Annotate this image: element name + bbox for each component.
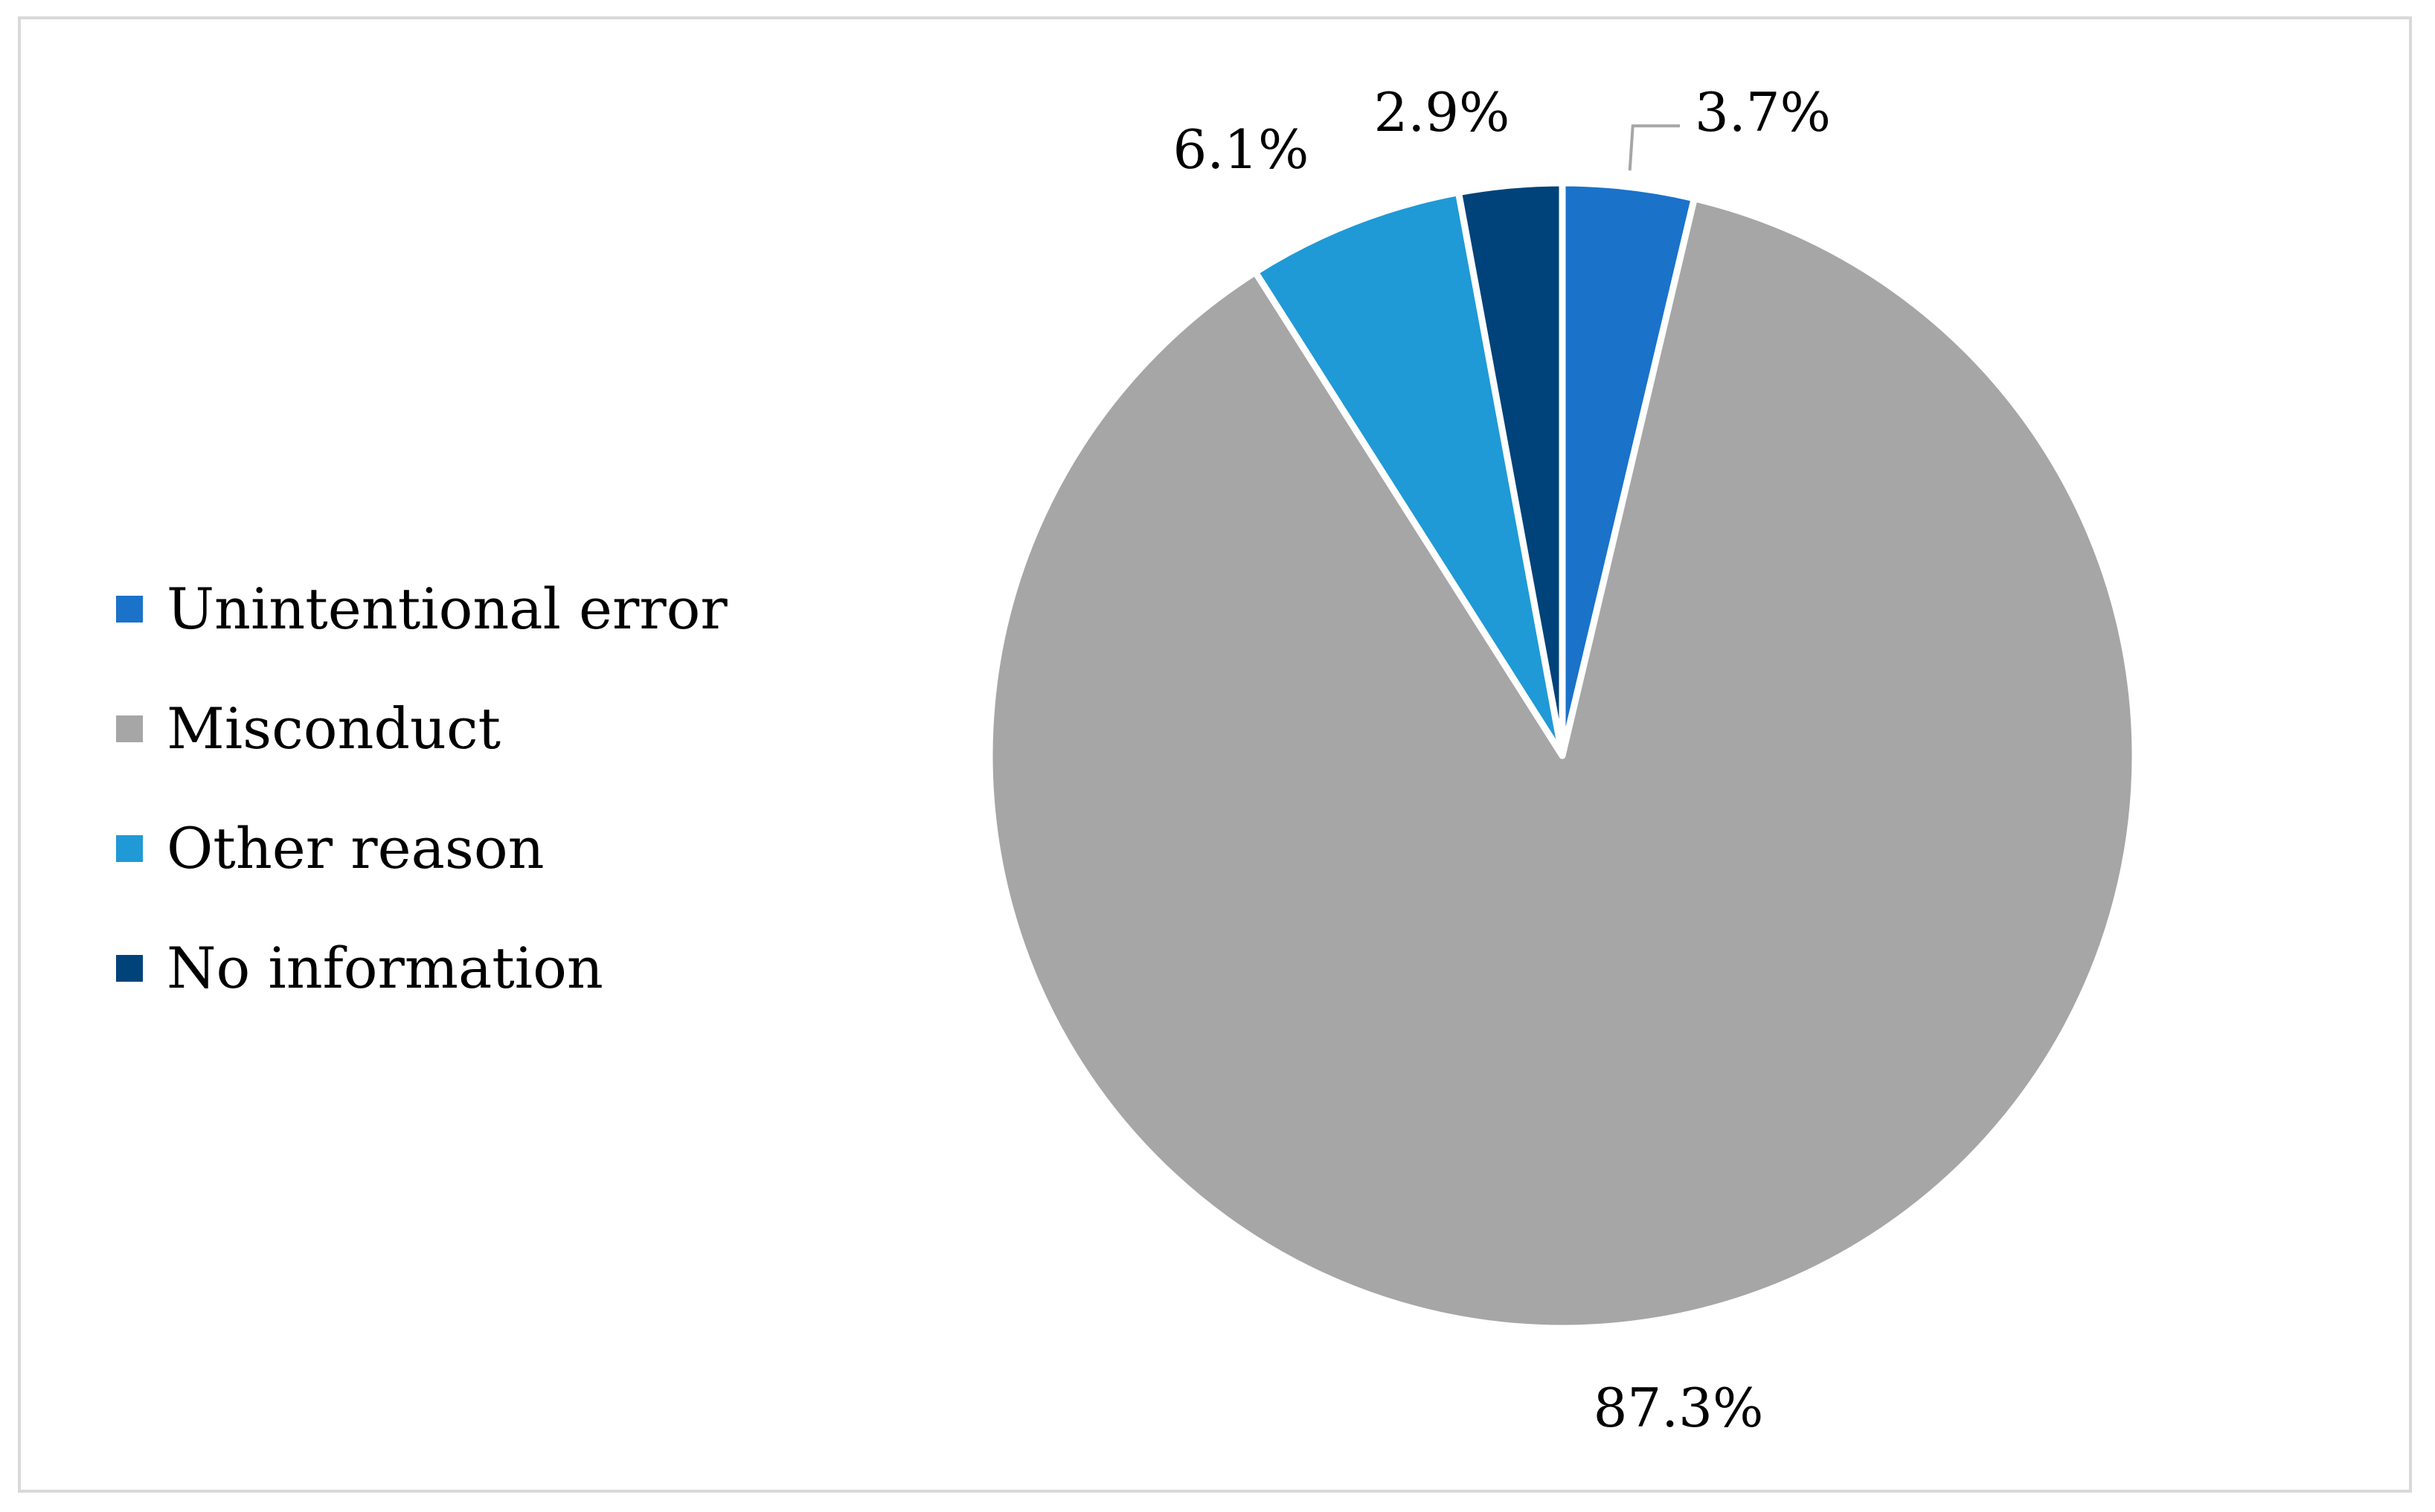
legend-item-unintentional-error: Unintentional error bbox=[116, 549, 728, 669]
leader-line-unintentional-error bbox=[1628, 124, 1680, 171]
data-label-other-reason: 6.1% bbox=[1173, 118, 1309, 181]
legend-swatch-unintentional-error bbox=[116, 595, 143, 623]
data-label-no-information: 2.9% bbox=[1374, 81, 1510, 144]
legend-swatch-misconduct bbox=[116, 715, 143, 742]
chart-frame: 3.7% 87.3% 6.1% 2.9% Unintentional error Mi… bbox=[18, 16, 2412, 1493]
legend-label-no-information: No information bbox=[167, 935, 603, 1001]
legend-swatch-other-reason bbox=[116, 834, 143, 862]
data-labels: 3.7% 87.3% 6.1% 2.9% bbox=[1173, 81, 1831, 1439]
pie-slice-misconduct bbox=[986, 195, 2139, 1332]
legend-swatch-no-information bbox=[116, 954, 143, 982]
legend-item-no-information: No information bbox=[116, 908, 728, 1028]
pie-slice-no-information bbox=[1454, 179, 1566, 759]
data-label-unintentional-error: 3.7% bbox=[1695, 81, 1831, 144]
legend-label-misconduct: Misconduct bbox=[167, 695, 501, 762]
legend-item-other-reason: Other reason bbox=[116, 788, 728, 908]
legend-item-misconduct: Misconduct bbox=[116, 669, 728, 788]
legend-label-unintentional-error: Unintentional error bbox=[167, 576, 728, 642]
pie-slices bbox=[986, 179, 2139, 1332]
data-label-misconduct: 87.3% bbox=[1594, 1377, 1764, 1439]
legend-label-other-reason: Other reason bbox=[167, 815, 545, 881]
leader-lines bbox=[1628, 124, 1680, 171]
legend: Unintentional error Misconduct Other rea… bbox=[116, 549, 728, 1028]
pie-slice-other-reason bbox=[1251, 189, 1566, 759]
pie-chart: 3.7% 87.3% 6.1% 2.9% bbox=[986, 81, 2139, 1439]
